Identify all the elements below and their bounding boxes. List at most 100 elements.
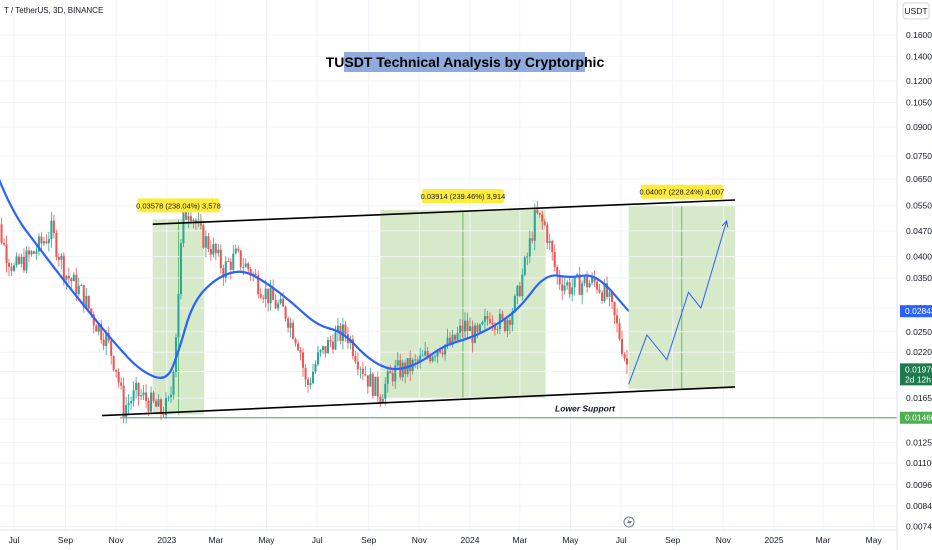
candle-body: [269, 287, 272, 304]
x-tick-label: Sep: [665, 535, 680, 545]
title-background: [344, 52, 585, 72]
candle-body: [179, 243, 182, 295]
candle-body: [317, 352, 319, 365]
candle-body: [623, 354, 626, 359]
candle-body: [538, 212, 541, 215]
candle-body: [65, 275, 68, 280]
candle: [481, 320, 484, 326]
candle: [538, 212, 541, 218]
candle-body: [591, 276, 594, 283]
candle-body: [254, 273, 257, 276]
candle: [364, 366, 367, 377]
candle: [601, 290, 604, 304]
candle-body: [371, 373, 374, 396]
x-tick-label: May: [562, 535, 579, 545]
candle: [354, 351, 357, 364]
candle: [287, 316, 290, 333]
candle: [140, 389, 143, 401]
candle-body: [516, 285, 519, 296]
candle: [142, 385, 145, 401]
candle: [100, 319, 103, 344]
candle-body: [606, 283, 609, 297]
candle: [401, 359, 404, 381]
candle-body: [187, 216, 190, 220]
candle-body: [209, 249, 212, 255]
candle-body: [202, 225, 205, 248]
candle-body: [189, 216, 192, 222]
candle: [155, 398, 158, 407]
candle-body: [523, 257, 526, 275]
candle: [439, 349, 442, 355]
x-tick-label: 2024: [461, 535, 480, 545]
candle-body: [227, 261, 230, 263]
candle-body: [329, 340, 332, 342]
candle: [209, 240, 212, 261]
candle-body: [289, 322, 292, 328]
candle-body: [401, 362, 404, 378]
candle: [573, 275, 576, 296]
candle-body: [616, 315, 619, 324]
candle-body: [576, 274, 579, 277]
candle: [239, 250, 242, 271]
candle-body: [307, 379, 310, 386]
candle: [15, 252, 18, 268]
candle-body: [414, 359, 417, 361]
candle: [284, 305, 287, 322]
candle-body: [165, 397, 167, 416]
candle: [454, 334, 457, 342]
candle-body: [625, 358, 628, 365]
x-tick-label: Jul: [616, 535, 627, 545]
candle-body: [486, 315, 489, 320]
candle-body: [449, 337, 452, 346]
candle-body: [237, 248, 240, 251]
candle: [274, 294, 277, 309]
candle: [157, 394, 160, 407]
candle-body: [122, 385, 125, 417]
candle-body: [391, 373, 394, 382]
candle-body: [239, 250, 242, 268]
candle: [72, 272, 75, 282]
candle-body: [331, 341, 334, 350]
event-icon[interactable]: [623, 516, 635, 528]
candle-body: [160, 399, 163, 414]
candle: [623, 352, 626, 362]
candle-body: [309, 383, 312, 386]
candle-body: [324, 346, 327, 354]
candle-body: [304, 367, 307, 380]
candle-body: [3, 242, 6, 245]
candle: [120, 377, 123, 390]
currency-button-frame[interactable]: [902, 2, 930, 20]
candle: [581, 280, 584, 305]
candle: [588, 280, 591, 288]
candle: [621, 330, 623, 357]
candle: [264, 279, 267, 308]
currency-button-label[interactable]: USDT: [904, 6, 927, 16]
candle-body: [321, 346, 324, 351]
candle-body: [137, 382, 140, 397]
candle-body: [613, 301, 616, 316]
candle-body: [419, 355, 422, 362]
candle-body: [132, 390, 135, 402]
candle: [227, 257, 230, 263]
candle: [526, 252, 529, 266]
candle: [254, 268, 257, 277]
candle-body: [581, 283, 584, 295]
currency-button[interactable]: USDT: [902, 2, 930, 20]
candle: [262, 294, 265, 304]
candle: [110, 340, 113, 365]
candle-body: [376, 376, 379, 397]
candle-body: [287, 318, 290, 328]
x-tick-label: Sep: [361, 535, 376, 545]
candle-body: [533, 209, 536, 241]
candle-body: [292, 322, 295, 339]
candle: [548, 233, 551, 251]
candle-body: [429, 355, 432, 362]
candle: [309, 377, 312, 390]
candle: [247, 261, 250, 274]
candle-body: [394, 365, 397, 382]
